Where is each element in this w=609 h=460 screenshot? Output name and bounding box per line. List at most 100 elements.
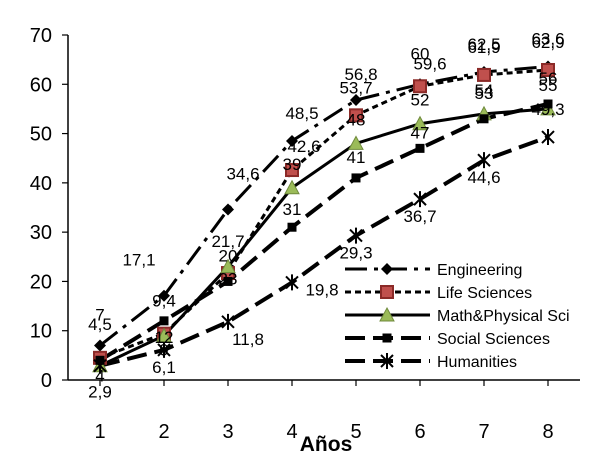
series-5-point: [349, 227, 363, 244]
series-lines: [98, 65, 549, 368]
axes: [67, 35, 580, 381]
series-5-point: [413, 191, 427, 208]
y-tick-labels: 0 10 20 30 40 50 60 70: [30, 25, 68, 392]
x-axis-title: Años: [300, 433, 353, 456]
data-label: 6,1: [152, 358, 176, 377]
series-4-point: [479, 114, 489, 124]
y-tick-label: 60: [30, 74, 52, 96]
data-label: 34,6: [226, 164, 259, 183]
x-tick-labels: 1 2 3 4 5 6 7 8: [94, 380, 554, 443]
series-4-point: [351, 173, 361, 183]
data-label: 55: [539, 76, 558, 95]
data-label: 63,6: [531, 30, 564, 49]
series-4-point: [415, 143, 425, 153]
x-tick-label: 4: [286, 421, 297, 443]
data-label: 48: [347, 110, 366, 129]
data-label: 53,7: [339, 78, 372, 97]
data-label: 7: [95, 306, 104, 325]
legend-marker: [382, 333, 392, 343]
legend-label: Engineering: [437, 262, 522, 279]
data-label: 52: [411, 91, 430, 110]
data-label: 42,6: [287, 137, 320, 156]
data-label: 59,6: [413, 54, 446, 73]
series-3-point: [220, 258, 236, 274]
series-1-point: [350, 94, 362, 107]
data-label: 31: [283, 200, 302, 219]
x-tick-label: 2: [158, 421, 169, 443]
series-4-point: [159, 316, 169, 326]
series-2-point: [541, 62, 555, 77]
series-markers: [92, 60, 556, 374]
x-tick-label: 7: [478, 421, 489, 443]
legend: Engineering Life Sciences Math&Physical Sc…: [345, 262, 570, 371]
series-2-point: [477, 67, 491, 82]
data-label: 56,8: [344, 65, 377, 84]
data-label: 9: [159, 341, 168, 360]
x-tick-label: 1: [94, 421, 105, 443]
series-2-point: [349, 108, 363, 123]
series-1-point: [222, 203, 234, 216]
series-3-point: [284, 179, 300, 195]
data-label: 60: [411, 44, 430, 63]
series-line-1: [99, 65, 549, 347]
data-label: 39: [283, 155, 302, 174]
x-tick-label: 5: [350, 421, 361, 443]
series-3-point: [156, 327, 172, 343]
y-tick-label: 10: [30, 321, 52, 343]
data-label: 56: [539, 69, 558, 88]
data-label: 53: [475, 84, 494, 103]
y-tick-label: 50: [30, 124, 52, 146]
data-label: 44,6: [467, 168, 500, 187]
data-label: 47: [411, 123, 430, 142]
legend-marker: [381, 263, 393, 275]
data-label: 17,1: [122, 251, 155, 270]
legend-marker: [380, 285, 394, 299]
series-1-point: [94, 339, 106, 352]
y-tick-label: 0: [41, 370, 52, 392]
data-label: 4: [95, 366, 104, 385]
series-5-point: [285, 274, 299, 291]
x-tick-label: 6: [414, 421, 425, 443]
legend-marker: [380, 353, 394, 369]
series-4-point: [287, 222, 297, 232]
data-label: 62,5: [467, 35, 500, 54]
legend-label: Life Sciences: [437, 285, 532, 302]
legend-label: Humanities: [437, 354, 517, 371]
series-2-point: [285, 163, 299, 178]
y-tick-label: 40: [30, 173, 52, 195]
data-label: 9,4: [152, 292, 176, 311]
data-label: 41: [347, 148, 366, 167]
data-label: 20: [219, 246, 238, 265]
data-label: 62,9: [531, 33, 564, 52]
legend-label: Social Sciences: [437, 331, 550, 348]
data-label: 36,7: [403, 207, 436, 226]
data-label: 19,8: [305, 280, 338, 299]
x-tick-label: 3: [222, 421, 233, 443]
series-1-point: [158, 289, 170, 302]
x-tick-label: 8: [542, 421, 553, 443]
data-label: 29,3: [339, 244, 372, 263]
data-label: 2,9: [88, 383, 112, 402]
data-label: 21,7: [211, 232, 244, 251]
data-labels: 7 17,1 34,6 48,5 56,8 60 62,5 63,6 4,5 9,4 21,7 42,…: [88, 30, 564, 402]
series-5-point: [221, 313, 235, 330]
series-4-point: [223, 276, 233, 286]
data-label: 49,3: [531, 100, 564, 119]
legend-marker: [379, 306, 395, 322]
series-1-point: [286, 134, 298, 147]
y-tick-label: 20: [30, 271, 52, 293]
data-label: 23: [219, 270, 238, 289]
y-tick-label: 70: [30, 25, 52, 47]
series-5-point: [157, 341, 171, 358]
data-label: 4,5: [88, 315, 112, 334]
data-label: 11,8: [232, 330, 264, 349]
data-label: 12: [155, 328, 174, 347]
data-label: 48,5: [285, 104, 318, 123]
series-5-point: [93, 357, 107, 374]
y-tick-label: 30: [30, 222, 52, 244]
series-line-3: [99, 107, 549, 368]
series-2-point: [413, 79, 427, 94]
series-3-point: [412, 115, 428, 131]
data-label: 61,9: [467, 38, 500, 57]
